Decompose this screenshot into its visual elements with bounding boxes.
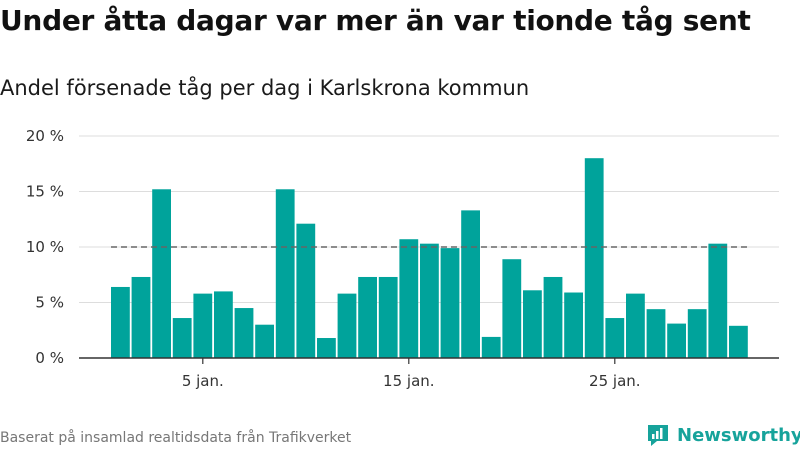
bar (214, 291, 233, 358)
bar (605, 318, 625, 358)
bar (584, 158, 604, 358)
bar (193, 293, 213, 358)
y-tick-label: 5 % (35, 294, 64, 312)
bar (172, 318, 192, 358)
bar (481, 336, 501, 358)
bar (708, 243, 728, 358)
bar (502, 259, 522, 358)
bar (275, 189, 295, 358)
bar (667, 323, 686, 358)
y-tick-label: 0 % (35, 349, 64, 367)
newsworthy-logo-icon (648, 425, 668, 446)
bar (111, 286, 130, 358)
bar (461, 210, 480, 358)
bar (729, 325, 748, 358)
bar (255, 324, 274, 358)
bar (646, 309, 666, 358)
bar (152, 189, 171, 358)
bar (543, 276, 563, 358)
bar (317, 338, 336, 358)
x-tick-label: 25 jan. (589, 372, 641, 390)
bar (337, 293, 357, 358)
x-tick-label: 5 jan. (182, 372, 224, 390)
bar (420, 243, 439, 358)
bars (111, 158, 748, 358)
bar (687, 309, 707, 358)
y-tick-label: 15 % (26, 183, 64, 201)
bar (358, 276, 377, 358)
bar (440, 248, 460, 358)
brand-name: Newsworthy (677, 424, 800, 446)
bar (378, 276, 398, 358)
bar (523, 290, 542, 358)
bar (296, 223, 316, 358)
bar (626, 293, 645, 358)
bar (131, 276, 151, 358)
y-tick-label: 20 % (26, 127, 64, 145)
brand-logo[interactable]: Newsworthy (645, 421, 800, 449)
chart-title: Under åtta dagar var mer än var tionde t… (0, 4, 751, 37)
bar (234, 308, 254, 358)
x-axis-ticks: 5 jan. 15 jan. 25 jan. (182, 358, 641, 390)
source-note: Baserat på insamlad realtidsdata från Tr… (0, 430, 352, 446)
y-axis-ticks: 0 % 5 % 10 % 15 % 20 % (26, 127, 64, 367)
chart-subtitle: Andel försenade tåg per dag i Karlskrona… (0, 76, 530, 100)
x-tick-label: 15 jan. (383, 372, 435, 390)
bar (399, 239, 419, 358)
y-tick-label: 10 % (26, 238, 64, 256)
bar (564, 292, 583, 358)
